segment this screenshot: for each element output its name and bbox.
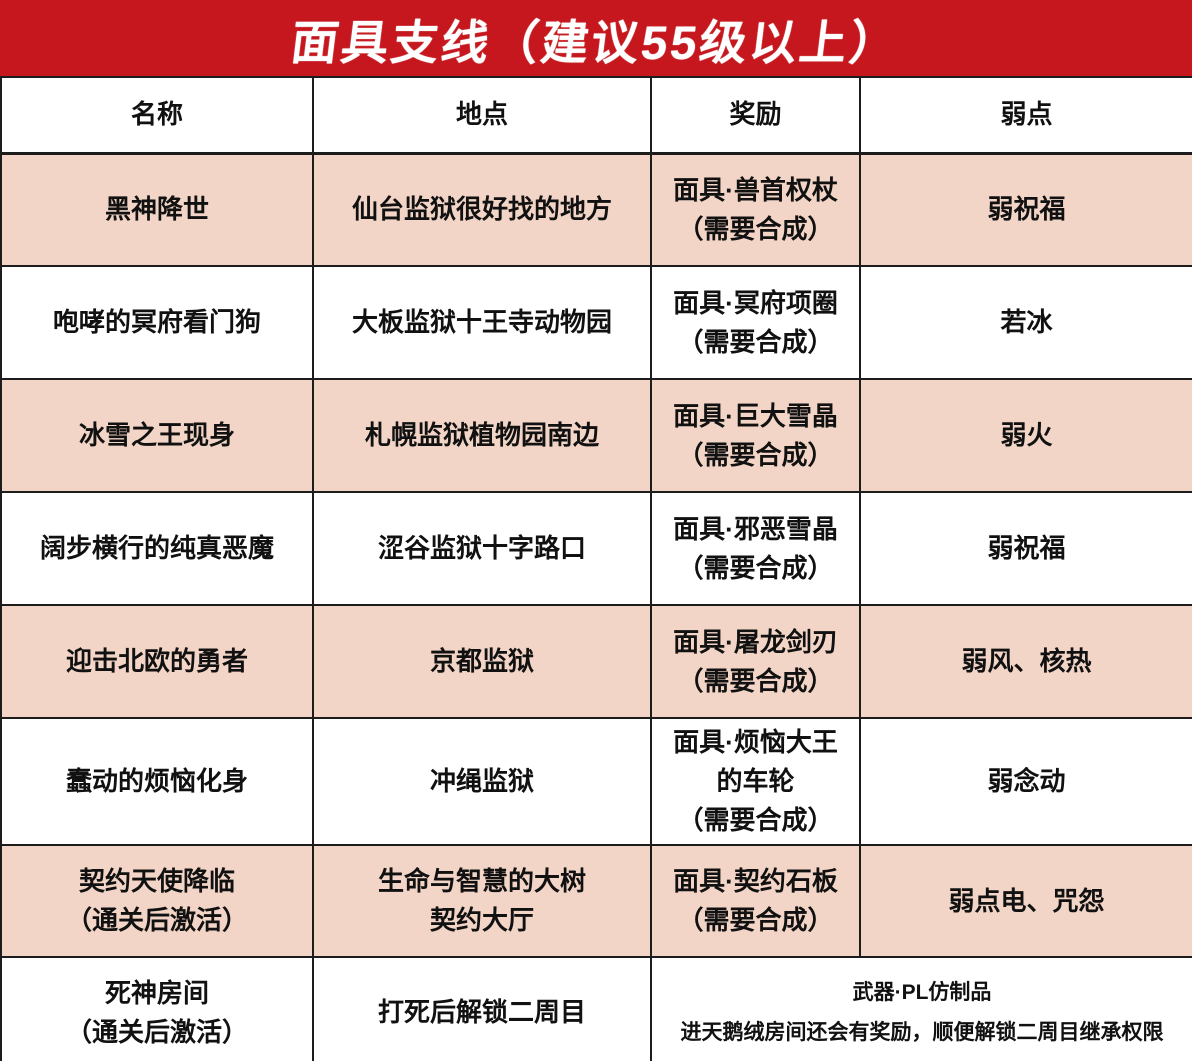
cell-reward: 面具·巨大雪晶 （需要合成） xyxy=(650,378,861,493)
table-row: 咆哮的冥府看门狗 大板监狱十王寺动物园 面具·冥府项圈 （需要合成） 若冰 xyxy=(0,265,1192,380)
quest-table: 名称 地点 奖励 弱点 黑神降世 仙台监狱很好找的地方 面具·兽首权杖 （需要合… xyxy=(0,76,1192,1061)
cell-weakness: 弱祝福 xyxy=(859,491,1192,606)
table-header: 名称 地点 奖励 弱点 xyxy=(0,76,1192,155)
cell-location: 打死后解锁二周目 xyxy=(312,956,652,1061)
cell-location: 涩谷监狱十字路口 xyxy=(312,491,652,606)
cell-reward: 面具·邪恶雪晶 （需要合成） xyxy=(650,491,861,606)
cell-weakness: 若冰 xyxy=(859,265,1192,380)
cell-name: 冰雪之王现身 xyxy=(0,378,314,493)
cell-location: 冲绳监狱 xyxy=(312,717,652,846)
cell-location: 大板监狱十王寺动物园 xyxy=(312,265,652,380)
cell-name: 咆哮的冥府看门狗 xyxy=(0,265,314,380)
cell-location: 札幌监狱植物园南边 xyxy=(312,378,652,493)
table-row: 契约天使降临 （通关后激活） 生命与智慧的大树 契约大厅 面具·契约石板 （需要… xyxy=(0,844,1192,958)
cell-name: 阔步横行的纯真恶魔 xyxy=(0,491,314,606)
column-header-reward: 奖励 xyxy=(650,76,861,155)
cell-reward: 面具·屠龙剑刃 （需要合成） xyxy=(650,604,861,719)
cell-name: 契约天使降临 （通关后激活） xyxy=(0,844,314,958)
cell-weakness: 弱点电、咒怨 xyxy=(859,844,1192,958)
table-body: 黑神降世 仙台监狱很好找的地方 面具·兽首权杖 （需要合成） 弱祝福 咆哮的冥府… xyxy=(0,152,1192,1061)
cell-name: 迎击北欧的勇者 xyxy=(0,604,314,719)
page-title: 面具支线（建议55级以上） xyxy=(288,15,903,69)
cell-reward: 面具·契约石板 （需要合成） xyxy=(650,844,861,958)
cell-weakness: 弱念动 xyxy=(859,717,1192,846)
cell-location: 京都监狱 xyxy=(312,604,652,719)
cell-weakness: 弱风、核热 xyxy=(859,604,1192,719)
cell-location: 生命与智慧的大树 契约大厅 xyxy=(312,844,652,958)
cell-name: 蠢动的烦恼化身 xyxy=(0,717,314,846)
cell-reward: 面具·烦恼大王 的车轮 （需要合成） xyxy=(650,717,861,846)
cell-name: 死神房间 （通关后激活） xyxy=(0,956,314,1061)
cell-reward: 面具·冥府项圈 （需要合成） xyxy=(650,265,861,380)
cell-weakness: 弱祝福 xyxy=(859,152,1192,267)
table-row: 迎击北欧的勇者 京都监狱 面具·屠龙剑刃 （需要合成） 弱风、核热 xyxy=(0,604,1192,719)
table-row: 蠢动的烦恼化身 冲绳监狱 面具·烦恼大王 的车轮 （需要合成） 弱念动 xyxy=(0,717,1192,846)
table-row: 黑神降世 仙台监狱很好找的地方 面具·兽首权杖 （需要合成） 弱祝福 xyxy=(0,152,1192,267)
cell-location: 仙台监狱很好找的地方 xyxy=(312,152,652,267)
header-row: 名称 地点 奖励 弱点 xyxy=(0,76,1192,155)
table-row: 阔步横行的纯真恶魔 涩谷监狱十字路口 面具·邪恶雪晶 （需要合成） 弱祝福 xyxy=(0,491,1192,606)
title-banner: 面具支线（建议55级以上） xyxy=(0,0,1192,76)
column-header-name: 名称 xyxy=(0,76,314,155)
column-header-location: 地点 xyxy=(312,76,652,155)
table-row: 死神房间 （通关后激活） 打死后解锁二周目 武器·PL仿制品 进天鹅绒房间还会有… xyxy=(0,956,1192,1061)
cell-weakness: 弱火 xyxy=(859,378,1192,493)
cell-name: 黑神降世 xyxy=(0,152,314,267)
column-header-weakness: 弱点 xyxy=(859,76,1192,155)
cell-reward-weakness-merged: 武器·PL仿制品 进天鹅绒房间还会有奖励，顺便解锁二周目继承权限 xyxy=(650,956,1192,1061)
table-row: 冰雪之王现身 札幌监狱植物园南边 面具·巨大雪晶 （需要合成） 弱火 xyxy=(0,378,1192,493)
cell-reward: 面具·兽首权杖 （需要合成） xyxy=(650,152,861,267)
